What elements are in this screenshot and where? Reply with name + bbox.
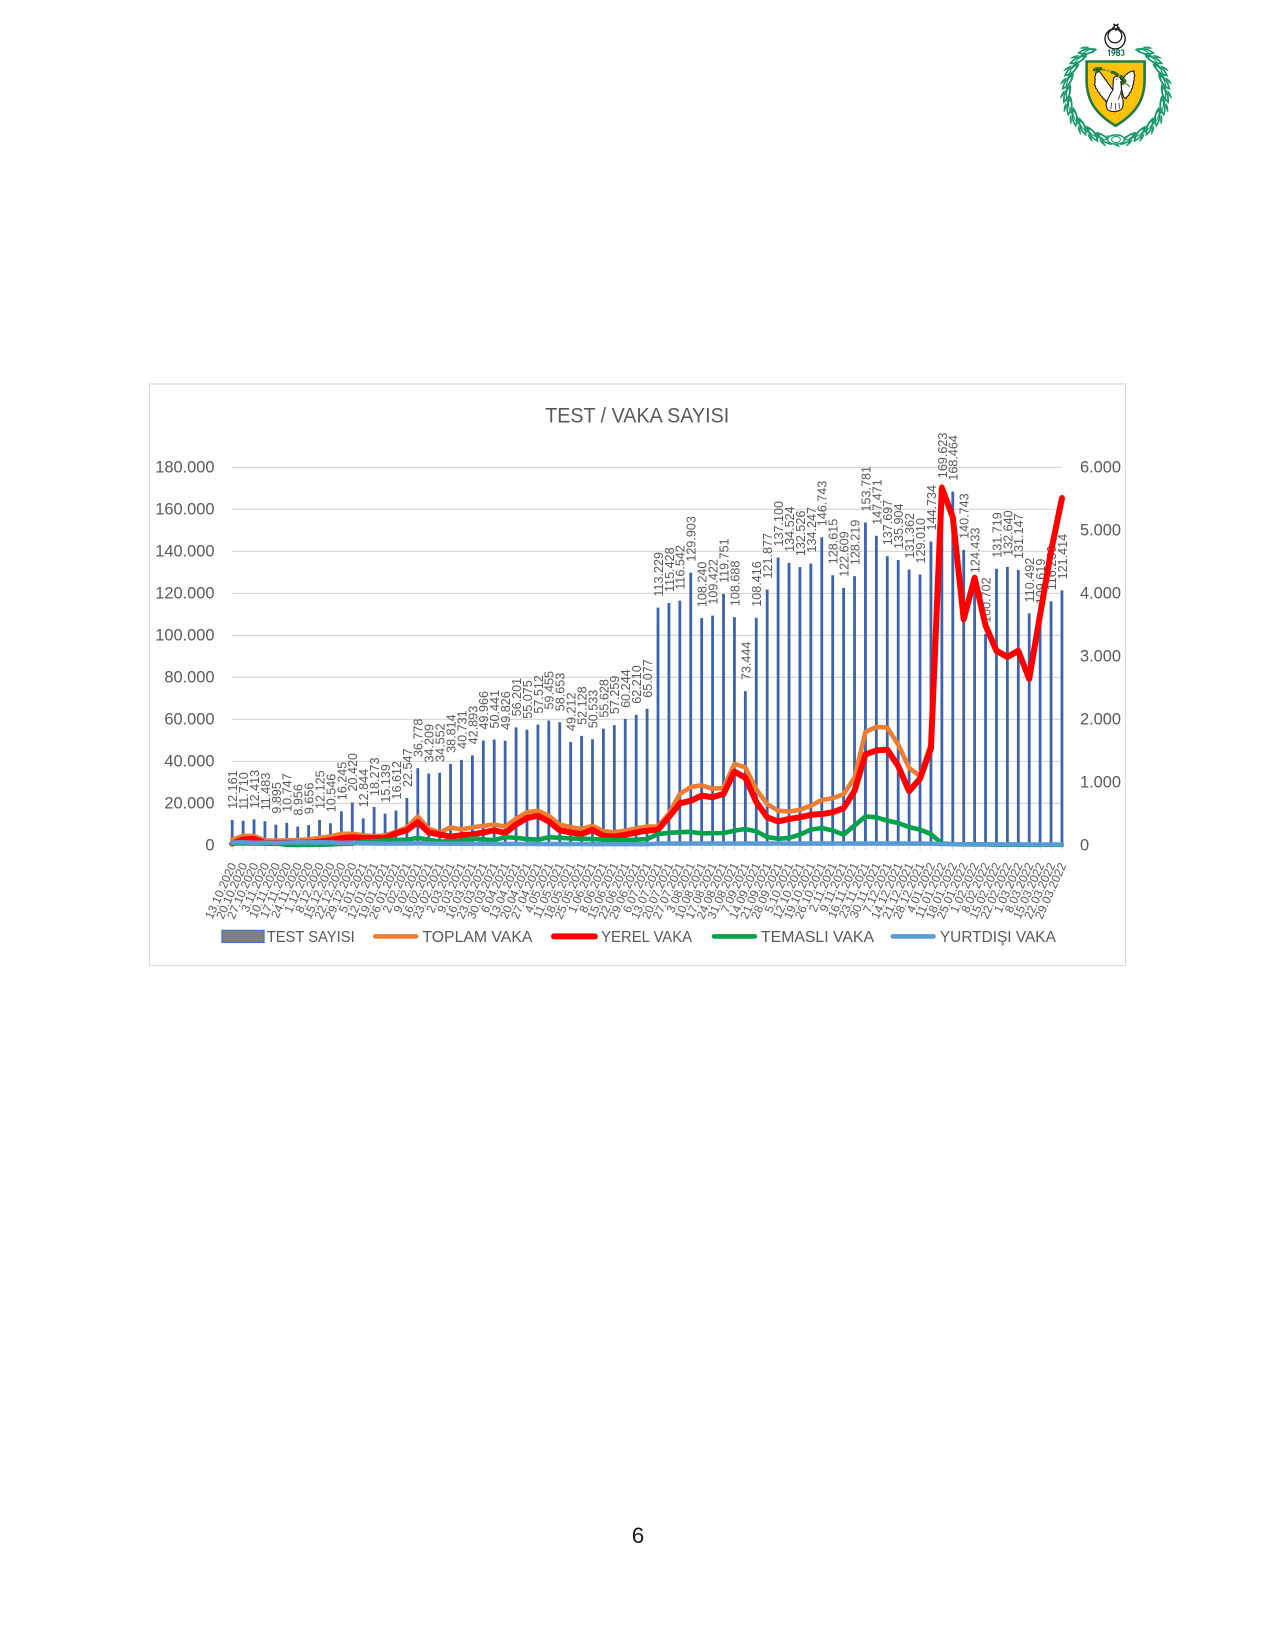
svg-text:108.240: 108.240 [696, 562, 710, 608]
svg-text:137.697: 137.697 [881, 500, 895, 546]
svg-text:TEST SAYISI: TEST SAYISI [267, 929, 355, 946]
svg-text:6: 6 [632, 1523, 645, 1548]
svg-text:18.273: 18.273 [368, 757, 382, 796]
svg-text:34.552: 34.552 [434, 723, 448, 762]
svg-text:57.512: 57.512 [532, 675, 546, 714]
svg-text:134.247: 134.247 [805, 507, 819, 553]
svg-text:108.416: 108.416 [750, 561, 764, 607]
svg-text:129.903: 129.903 [685, 516, 699, 562]
svg-text:40.731: 40.731 [455, 710, 469, 749]
svg-text:60.000: 60.000 [164, 711, 214, 729]
svg-text:12.161: 12.161 [226, 770, 240, 809]
svg-text:65.077: 65.077 [641, 659, 655, 698]
svg-text:TEMASLI VAKA: TEMASLI VAKA [761, 929, 875, 946]
svg-text:0: 0 [1080, 837, 1089, 855]
svg-text:153.781: 153.781 [859, 466, 873, 512]
svg-text:144.734: 144.734 [925, 485, 939, 531]
svg-text:180.000: 180.000 [155, 459, 214, 477]
svg-text:124.433: 124.433 [969, 528, 983, 574]
svg-text:108.688: 108.688 [728, 561, 742, 607]
svg-text:131.362: 131.362 [903, 513, 917, 559]
svg-text:131.147: 131.147 [1012, 513, 1026, 559]
svg-text:119.751: 119.751 [717, 538, 731, 583]
svg-text:168.464: 168.464 [947, 435, 961, 481]
svg-text:109.422: 109.422 [706, 559, 720, 605]
svg-text:49.212: 49.212 [565, 693, 579, 732]
svg-text:40.000: 40.000 [164, 753, 214, 771]
svg-text:62.210: 62.210 [630, 665, 644, 704]
svg-text:57.259: 57.259 [608, 676, 622, 715]
svg-text:20.420: 20.420 [346, 753, 360, 792]
svg-text:50.441: 50.441 [488, 690, 502, 729]
svg-text:121.414: 121.414 [1056, 534, 1070, 580]
svg-text:135.904: 135.904 [892, 503, 906, 549]
svg-text:160.000: 160.000 [155, 501, 214, 519]
svg-text:TOPLAM VAKA: TOPLAM VAKA [422, 929, 533, 946]
svg-text:56.201: 56.201 [510, 678, 524, 717]
svg-text:16.245: 16.245 [335, 762, 349, 801]
svg-text:12.125: 12.125 [313, 770, 327, 809]
svg-text:5.000: 5.000 [1080, 522, 1121, 540]
svg-text:58.653: 58.653 [554, 673, 568, 712]
svg-text:132.526: 132.526 [794, 511, 808, 557]
svg-text:131.719: 131.719 [990, 512, 1004, 558]
svg-text:122.609: 122.609 [838, 531, 852, 577]
svg-text:140.000: 140.000 [155, 543, 214, 561]
svg-text:42.893: 42.893 [466, 706, 480, 745]
svg-text:12.413: 12.413 [248, 770, 262, 809]
svg-text:22.547: 22.547 [401, 749, 415, 788]
svg-text:12.844: 12.844 [357, 769, 371, 808]
svg-text:1.000: 1.000 [1080, 774, 1121, 792]
svg-text:10.546: 10.546 [324, 774, 338, 813]
svg-text:115.428: 115.428 [663, 547, 677, 592]
svg-text:52.128: 52.128 [575, 686, 589, 725]
svg-text:49.826: 49.826 [499, 691, 513, 730]
svg-text:8.956: 8.956 [292, 784, 306, 816]
svg-text:147.471: 147.471 [870, 479, 884, 525]
svg-text:60.244: 60.244 [619, 669, 633, 708]
svg-text:73.444: 73.444 [739, 642, 753, 681]
svg-text:9.895: 9.895 [270, 782, 284, 814]
svg-text:50.533: 50.533 [586, 690, 600, 729]
svg-text:100.000: 100.000 [155, 627, 214, 645]
svg-text:2.000: 2.000 [1080, 711, 1121, 729]
svg-text:116.542: 116.542 [674, 545, 688, 590]
svg-text:169.623: 169.623 [936, 433, 950, 479]
svg-text:49.966: 49.966 [477, 691, 491, 730]
svg-text:0: 0 [205, 837, 214, 855]
svg-text:146.743: 146.743 [816, 481, 830, 527]
svg-text:11.483: 11.483 [259, 773, 273, 811]
svg-text:132.640: 132.640 [1001, 510, 1015, 556]
svg-text:36.778: 36.778 [412, 719, 426, 758]
svg-text:16.612: 16.612 [390, 761, 404, 800]
svg-text:38.814: 38.814 [444, 714, 458, 753]
svg-text:10.747: 10.747 [281, 773, 295, 812]
svg-text:113.229: 113.229 [652, 552, 666, 597]
svg-text:128.219: 128.219 [848, 520, 862, 566]
svg-text:110.492: 110.492 [1023, 558, 1037, 603]
svg-text:137.100: 137.100 [772, 501, 786, 547]
svg-text:YURTDIŞI VAKA: YURTDIŞI VAKA [940, 929, 1057, 946]
svg-text:4.000: 4.000 [1080, 585, 1121, 603]
svg-text:55.075: 55.075 [521, 680, 535, 719]
svg-text:140.743: 140.743 [958, 493, 972, 539]
svg-text:11.710: 11.710 [237, 772, 251, 810]
svg-text:120.000: 120.000 [155, 585, 214, 603]
svg-text:TEST / VAKA SAYISI: TEST / VAKA SAYISI [545, 404, 729, 428]
svg-text:6.000: 6.000 [1080, 459, 1121, 477]
svg-text:20.000: 20.000 [164, 795, 214, 813]
svg-text:55.628: 55.628 [597, 679, 611, 718]
svg-text:34.209: 34.209 [423, 724, 437, 763]
svg-text:YEREL VAKA: YEREL VAKA [601, 929, 693, 946]
svg-text:15.139: 15.139 [379, 764, 393, 803]
svg-text:134.524: 134.524 [783, 506, 797, 552]
svg-text:121.877: 121.877 [761, 533, 775, 579]
svg-text:80.000: 80.000 [164, 669, 214, 687]
svg-text:128.615: 128.615 [827, 519, 841, 565]
svg-text:59.455: 59.455 [543, 671, 557, 710]
svg-text:129.010: 129.010 [914, 518, 928, 564]
svg-text:9.656: 9.656 [303, 783, 317, 815]
svg-text:3.000: 3.000 [1080, 648, 1121, 666]
